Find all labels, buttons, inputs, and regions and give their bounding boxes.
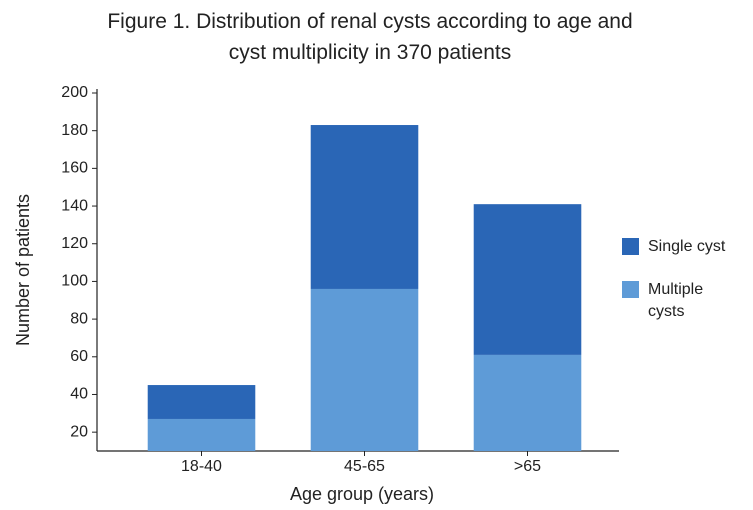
y-tick-label: 160 [61, 160, 88, 177]
x-axis-title: Age group (years) [290, 484, 434, 504]
legend-swatch [622, 281, 639, 298]
chart-title: Figure 1. Distribution of renal cysts ac… [107, 10, 633, 64]
y-tick-label: 140 [61, 197, 88, 214]
legend-swatch [622, 238, 639, 255]
y-tick-label: 20 [70, 423, 88, 440]
legend-label: Multiple cysts [648, 281, 704, 320]
x-tick-label: >65 [514, 458, 541, 475]
bar-segment [147, 418, 256, 451]
y-tick-label: 100 [61, 273, 88, 290]
legend-label: Single cyst [648, 238, 726, 255]
y-tick-label: 80 [70, 310, 88, 327]
bar-segment [473, 204, 582, 355]
y-tick-label: 120 [61, 235, 88, 252]
x-tick-label: 18-40 [181, 458, 222, 475]
y-tick-label: 60 [70, 348, 88, 365]
y-tick-label: 40 [70, 386, 88, 403]
x-tick-label: 45-65 [344, 458, 385, 475]
y-axis-title: Number of patients [13, 194, 33, 346]
bar-segment [310, 125, 419, 289]
bar-segment [473, 354, 582, 451]
bar-segment [310, 288, 419, 451]
y-tick-label: 200 [61, 84, 88, 101]
bar-segment [147, 385, 256, 419]
y-tick-label: 180 [61, 122, 88, 139]
